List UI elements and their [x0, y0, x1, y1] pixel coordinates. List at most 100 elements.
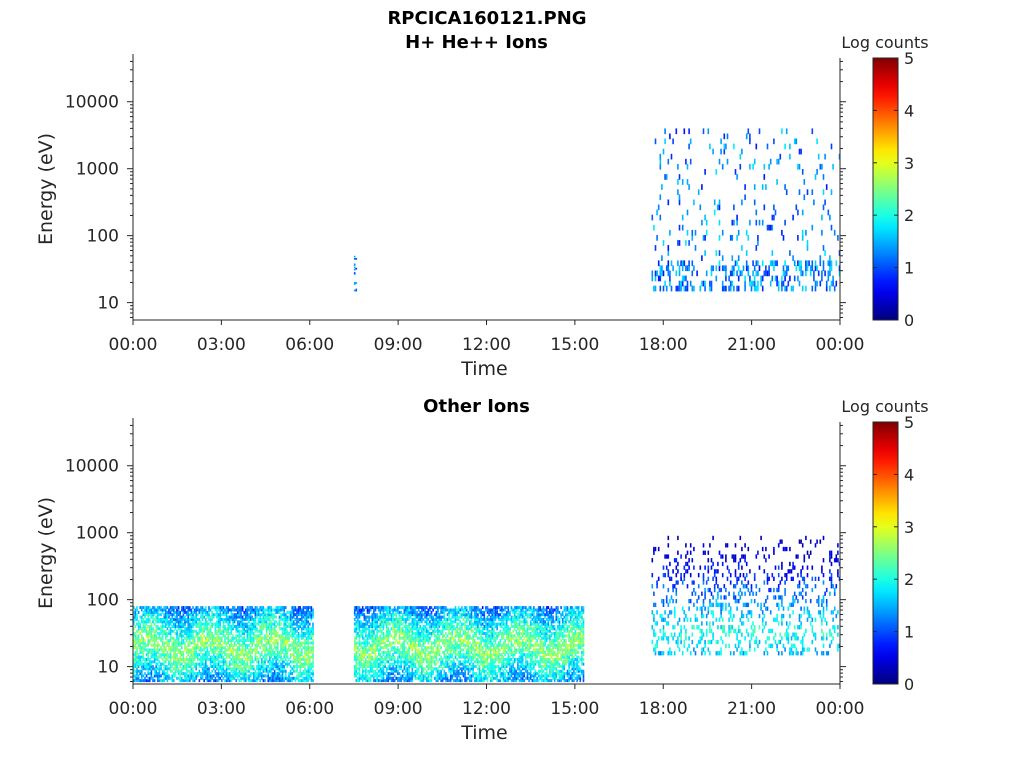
- data-cell: [798, 189, 801, 195]
- data-cell: [209, 665, 212, 668]
- data-cell: [233, 672, 236, 676]
- data-cell: [190, 622, 193, 626]
- data-cell: [195, 646, 197, 650]
- data-cell: [269, 646, 271, 650]
- data-cell: [448, 608, 450, 612]
- data-cell: [261, 650, 263, 654]
- data-cell: [736, 214, 738, 221]
- data-cell: [368, 634, 370, 638]
- data-cell: [261, 625, 263, 628]
- data-cell: [206, 650, 209, 654]
- data-cell: [422, 650, 425, 654]
- data-cell: [763, 163, 766, 170]
- data-cell: [393, 625, 396, 628]
- data-cell: [307, 606, 309, 610]
- data-cell: [293, 608, 295, 612]
- data-cell: [160, 648, 162, 652]
- data-cell: [456, 632, 458, 635]
- data-cell: [739, 153, 742, 160]
- data-cell: [390, 613, 393, 617]
- data-cell: [198, 662, 201, 666]
- data-cell: [307, 646, 309, 650]
- data-cell: [400, 650, 402, 654]
- data-cell: [464, 613, 466, 617]
- data-cell: [416, 625, 418, 628]
- data-cell: [177, 662, 180, 666]
- data-cell: [254, 625, 257, 628]
- data-cell: [198, 636, 201, 640]
- data-cell: [232, 620, 234, 624]
- data-cell: [203, 646, 205, 650]
- data-cell: [133, 672, 135, 676]
- data-cell: [384, 655, 386, 659]
- data-cell: [232, 636, 234, 640]
- data-cell: [425, 622, 428, 626]
- data-cell: [763, 174, 766, 180]
- spectrogram-cells: [353, 128, 841, 292]
- data-cell: [406, 617, 409, 621]
- data-cell: [653, 285, 655, 292]
- data-cell: [152, 608, 154, 612]
- data-cell: [230, 627, 233, 631]
- data-cell: [678, 270, 681, 277]
- data-cell: [365, 643, 367, 647]
- data-cell: [299, 646, 301, 650]
- data-cell: [413, 610, 415, 614]
- data-cell: [425, 669, 428, 673]
- data-cell: [401, 655, 404, 659]
- data-cell: [256, 613, 258, 617]
- data-cell: [283, 615, 285, 619]
- data-cell: [232, 660, 234, 664]
- data-cell: [185, 620, 188, 624]
- data-cell: [265, 674, 268, 678]
- data-cell: [155, 665, 157, 668]
- data-cell: [464, 665, 466, 668]
- data-cell: [365, 646, 367, 650]
- data-cell: [408, 615, 410, 619]
- data-cell: [157, 608, 159, 612]
- data-cell: [241, 657, 244, 661]
- data-cell: [177, 669, 180, 673]
- data-cell: [419, 625, 422, 628]
- data-cell: [304, 646, 306, 650]
- data-cell: [197, 606, 199, 610]
- data-cell: [294, 608, 297, 612]
- data-cell: [312, 615, 314, 619]
- data-cell: [285, 643, 287, 647]
- data-cell: [257, 660, 260, 664]
- data-cell: [417, 617, 420, 621]
- data-cell: [365, 679, 367, 683]
- data-cell: [267, 650, 269, 654]
- data-cell: [385, 669, 388, 673]
- data-cell: [462, 643, 465, 647]
- data-cell: [406, 653, 409, 657]
- data-cell: [441, 679, 444, 683]
- data-cell: [310, 650, 313, 654]
- data-cell: [453, 636, 455, 640]
- data-cell: [400, 646, 402, 650]
- data-cell: [451, 610, 454, 614]
- data-cell: [254, 620, 257, 624]
- data-cell: [425, 620, 428, 624]
- data-cell: [240, 667, 242, 671]
- data-cell: [401, 643, 404, 647]
- data-cell: [361, 629, 364, 633]
- data-cell: [259, 617, 261, 621]
- data-cell: [213, 655, 215, 659]
- data-cell: [136, 639, 138, 643]
- data-cell: [456, 672, 458, 676]
- data-cell: [355, 632, 358, 635]
- data-cell: [464, 639, 466, 643]
- data-cell: [217, 639, 220, 643]
- data-cell: [144, 625, 146, 628]
- data-cell: [203, 627, 205, 631]
- data-cell: [430, 648, 433, 652]
- data-cell: [189, 657, 191, 661]
- data-cell: [417, 665, 420, 668]
- data-cell: [219, 606, 221, 610]
- data-cell: [169, 676, 172, 680]
- data-cell: [305, 632, 308, 635]
- data-cell: [733, 285, 735, 292]
- data-cell: [462, 660, 465, 664]
- data-cell: [219, 650, 221, 654]
